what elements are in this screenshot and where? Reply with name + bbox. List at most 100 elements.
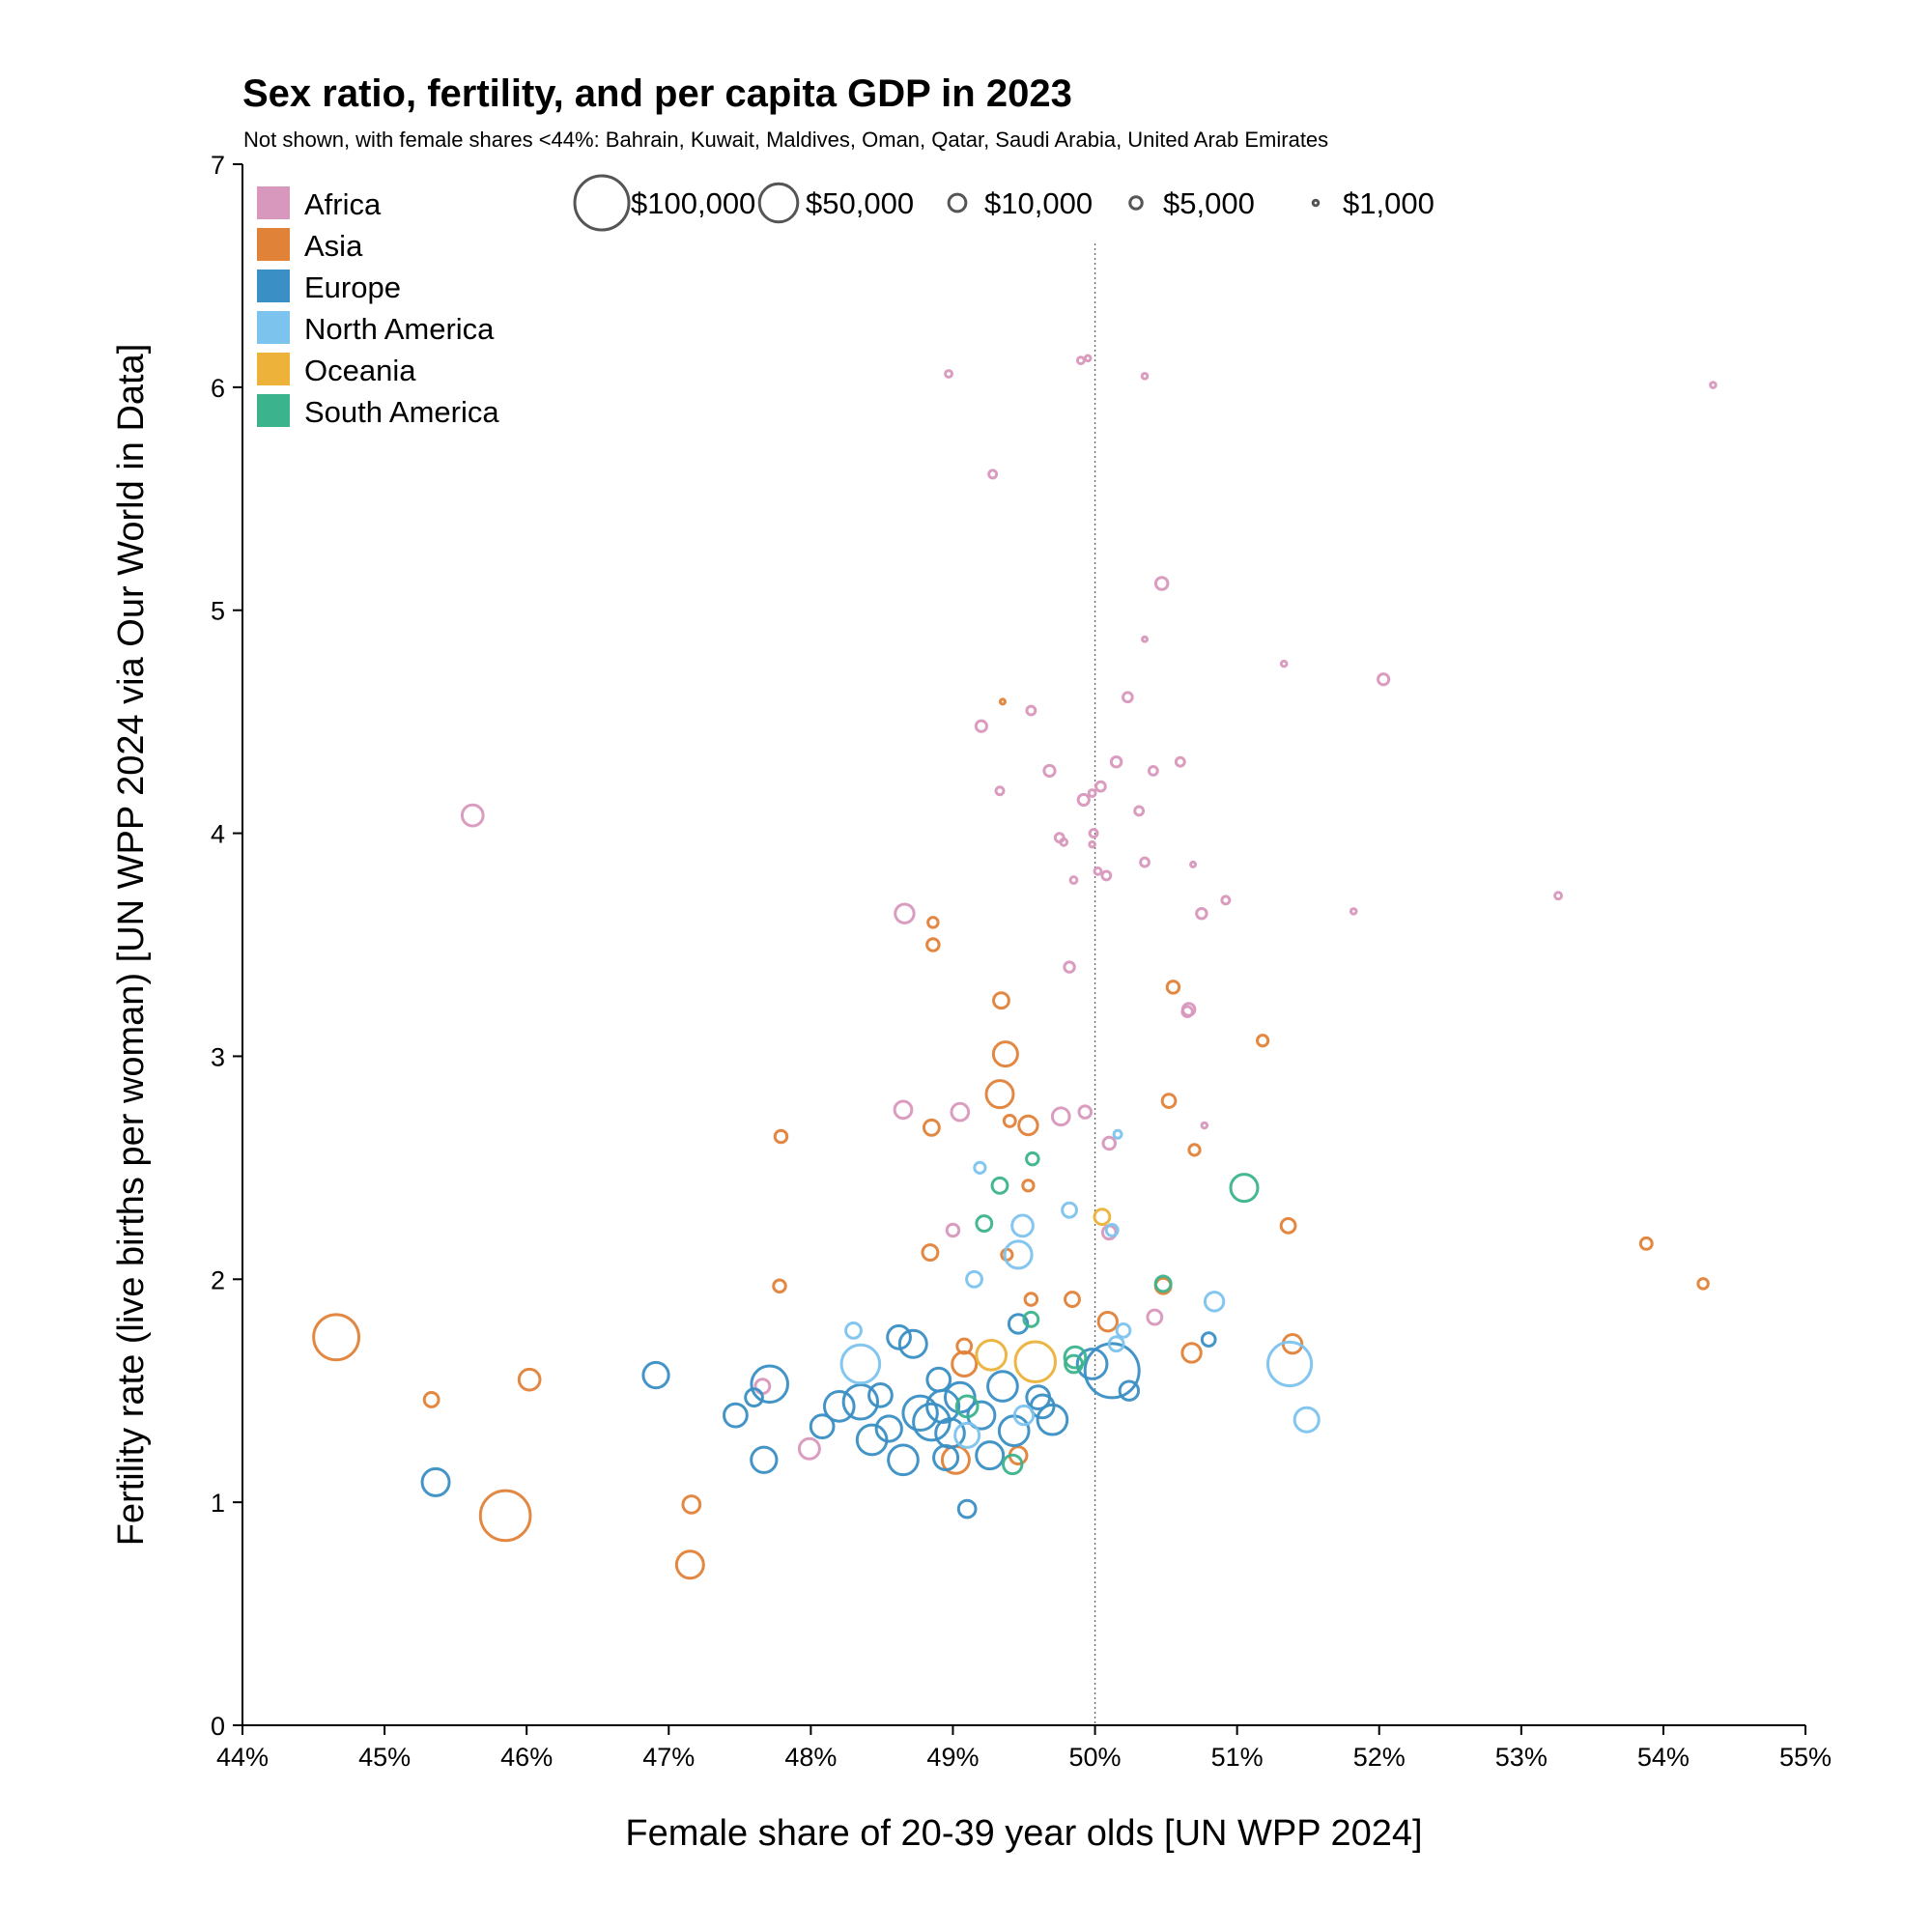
y-tick-label: 4 <box>211 820 225 849</box>
data-point-africa <box>1088 839 1096 849</box>
data-point-asia <box>312 1313 361 1362</box>
data-point-south-america <box>975 1214 994 1233</box>
data-point-asia <box>1160 1093 1178 1109</box>
y-tick-label: 6 <box>211 374 225 403</box>
data-point-europe <box>997 1414 1031 1448</box>
data-point-asia <box>992 991 1010 1010</box>
y-tick-label: 2 <box>211 1265 225 1294</box>
data-point-africa <box>1200 1121 1209 1130</box>
data-point-europe <box>723 1402 749 1429</box>
data-point-africa <box>1147 765 1159 777</box>
data-point-africa <box>1709 381 1718 389</box>
legend-label-oceania: Oceania <box>304 354 416 387</box>
y-axis-label: Fertility rate (live births per woman) [… <box>111 344 152 1547</box>
size-legend-label: $5,000 <box>1163 186 1255 220</box>
data-point-asia <box>1002 1113 1017 1128</box>
data-point-asia <box>998 697 1007 706</box>
data-point-asia <box>1279 1216 1297 1235</box>
data-point-africa <box>1059 837 1069 847</box>
data-point-asia <box>1187 1143 1202 1157</box>
data-point-africa <box>1088 828 1099 839</box>
data-point-europe <box>886 1323 912 1350</box>
data-point-europe <box>1075 1348 1109 1380</box>
data-point-north-america <box>1012 1404 1036 1427</box>
x-tick-label: 53% <box>1495 1743 1548 1772</box>
data-point-north-america <box>1010 1213 1035 1238</box>
data-point-europe <box>874 1414 903 1443</box>
data-point-africa <box>1195 906 1208 921</box>
x-tick-label: 54% <box>1637 1743 1690 1772</box>
size-legend-label: $10,000 <box>984 186 1093 220</box>
data-point-europe <box>986 1370 1019 1403</box>
y-tick-label: 7 <box>211 151 225 180</box>
data-point-north-america <box>953 1421 981 1449</box>
data-point-asia <box>1180 1342 1203 1364</box>
data-point-africa <box>1100 869 1113 882</box>
data-point-europe <box>901 1394 939 1433</box>
size-legend-circle <box>947 192 968 213</box>
data-point-europe <box>1200 1331 1217 1348</box>
data-point-asia <box>951 1350 979 1378</box>
x-tick-label: 55% <box>1779 1743 1832 1772</box>
data-point-asia <box>1021 1179 1036 1193</box>
data-point-europe <box>975 1440 1006 1471</box>
data-point-asia <box>1000 1247 1014 1262</box>
legend-swatch-north-america <box>257 311 290 344</box>
data-point-africa <box>1377 672 1391 687</box>
x-tick-label: 47% <box>642 1743 695 1772</box>
data-point-europe <box>966 1400 997 1431</box>
data-point-asia <box>926 916 940 929</box>
size-legend-circle <box>1311 198 1321 208</box>
data-point-africa <box>1109 754 1123 769</box>
x-axis-label: Female share of 20-39 year olds [UN WPP … <box>625 1813 1422 1854</box>
data-point-europe <box>420 1466 451 1497</box>
data-point-south-america <box>1022 1310 1040 1328</box>
data-point-north-america <box>1061 1201 1078 1219</box>
data-point-europe <box>750 1364 789 1405</box>
data-point-asia <box>1023 1292 1039 1307</box>
x-tick-label: 51% <box>1211 1743 1264 1772</box>
data-point-north-america <box>1265 1340 1314 1388</box>
legend-label-south-america: South America <box>304 395 499 429</box>
data-point-europe <box>1118 1379 1141 1402</box>
data-point-oceania <box>1093 1208 1112 1227</box>
size-legend-label: $1,000 <box>1343 186 1435 220</box>
chart-subtitle: Not shown, with female shares <44%: Bahr… <box>243 128 1328 152</box>
data-point-africa <box>1087 788 1097 798</box>
data-point-north-america <box>844 1321 863 1340</box>
data-point-south-america <box>1153 1274 1173 1293</box>
data-point-north-america <box>1115 1322 1132 1339</box>
data-point-europe <box>925 1366 952 1393</box>
data-point-africa <box>1180 1005 1194 1018</box>
data-point-africa <box>893 1099 914 1121</box>
data-point-africa <box>1093 866 1103 876</box>
data-point-europe <box>956 1498 978 1520</box>
data-point-africa <box>1042 763 1057 779</box>
data-point-europe <box>897 1328 928 1359</box>
axes: 44% 45% 46% 47% 48% 49% 50% 51% 52% 53% 54% 55% 0 1 2 3… <box>211 151 1832 1772</box>
data-point-asia <box>984 1079 1015 1110</box>
data-point-africa <box>1050 1106 1071 1127</box>
data-point-south-america <box>954 1394 980 1419</box>
data-point-asia <box>773 1128 789 1145</box>
data-point-africa <box>1141 635 1150 643</box>
data-point-north-america <box>973 1160 987 1175</box>
data-point-europe <box>1036 1403 1069 1436</box>
data-point-asia <box>681 1494 702 1515</box>
data-point-africa <box>1101 1135 1118 1151</box>
data-point-africa <box>753 1378 772 1396</box>
data-point-asia <box>517 1367 542 1392</box>
data-point-europe <box>934 1417 966 1449</box>
data-point-africa <box>950 1101 971 1122</box>
size-legend-circle <box>573 174 631 232</box>
data-point-asia <box>921 1243 940 1263</box>
data-point-north-america <box>1293 1406 1321 1434</box>
x-tick-label: 50% <box>1069 1743 1122 1772</box>
data-point-north-america <box>1107 1335 1125 1353</box>
data-point-europe <box>1007 1313 1030 1335</box>
data-point-north-america <box>1003 1239 1034 1270</box>
data-point-europe <box>750 1445 779 1474</box>
x-tick-label: 45% <box>358 1743 411 1772</box>
data-point-asia <box>1064 1291 1081 1308</box>
data-point-south-america <box>1002 1453 1024 1476</box>
